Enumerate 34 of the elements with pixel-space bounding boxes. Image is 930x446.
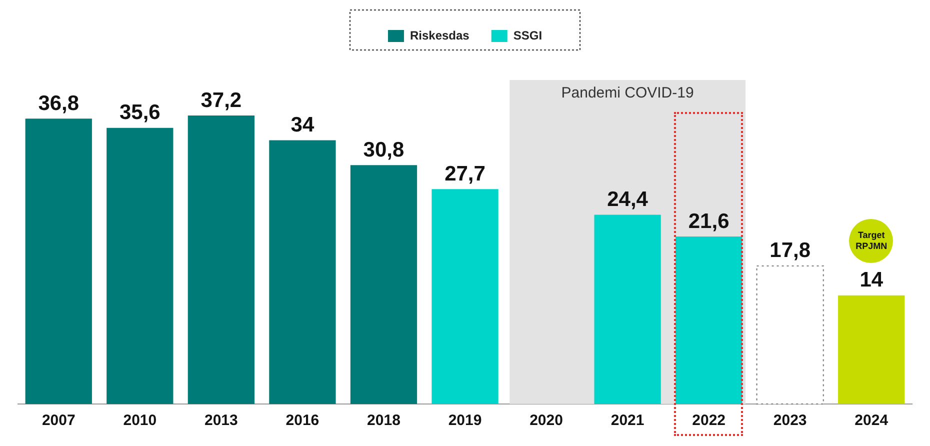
bar	[25, 118, 92, 404]
data-label: 24,4	[607, 188, 648, 212]
annotation: Target RPJMN	[854, 230, 888, 252]
data-label: 30,8	[363, 138, 404, 162]
data-label: 14	[860, 268, 884, 292]
x-tick-label: 2013	[204, 412, 238, 430]
bar	[269, 140, 336, 404]
data-label: 27,7	[444, 162, 486, 186]
data-label: 21,6	[688, 210, 730, 233]
bar	[675, 236, 742, 404]
band-label: Pandemi COVID-19	[561, 84, 694, 102]
data-label: 37,2	[200, 88, 242, 112]
x-tick-label: 2007	[42, 412, 76, 430]
data-label: 36,8	[38, 92, 80, 115]
bar	[350, 165, 418, 404]
data-label: 17,8	[770, 239, 811, 262]
x-tick-label: 2010	[123, 412, 157, 430]
x-tick-label: 2019	[448, 412, 482, 430]
data-label: 34	[290, 114, 314, 137]
legend-label: SSGI	[513, 28, 542, 42]
x-tick-label: 2021	[610, 412, 644, 430]
bar	[594, 214, 661, 404]
x-tick-label: 2022	[692, 412, 726, 430]
bar	[188, 115, 255, 404]
x-tick-label: 2024	[854, 412, 889, 430]
bar	[432, 189, 498, 404]
data-label: 35,6	[119, 101, 160, 124]
x-tick-label: 2023	[773, 412, 807, 430]
legend-label: Riskesdas	[410, 28, 470, 42]
x-tick-label: 2020	[530, 412, 563, 430]
x-tick-label: 2016	[286, 412, 320, 430]
bar	[106, 128, 174, 404]
x-tick-label: 2018	[367, 412, 400, 430]
bar	[838, 295, 905, 404]
